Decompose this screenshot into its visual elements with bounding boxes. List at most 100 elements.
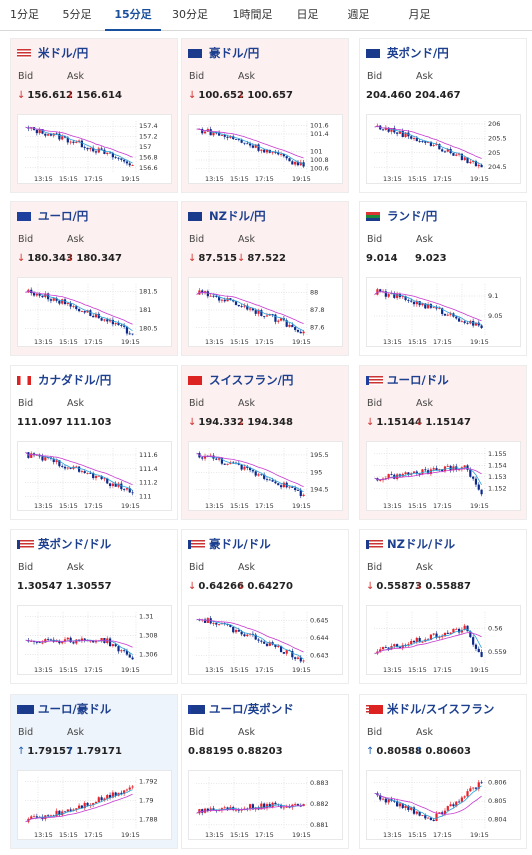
ma-slow-line — [374, 125, 482, 159]
bid-value: 9.014 — [366, 253, 398, 264]
currency-card[interactable]: ユーロ/豪ドル Bid Ask ↑ 1.79157 ↑ 1.79171 1.792 1.79 1.… — [10, 694, 178, 849]
candle — [97, 313, 100, 319]
y-tick-label: 181 — [139, 306, 151, 314]
mini-chart[interactable]: 101.6 101.4 101 100.8 100.6 13:15 15:15 17:15 19… — [188, 114, 343, 184]
tab-5分足[interactable]: 5分足 — [62, 8, 92, 21]
mini-chart[interactable]: 1.31 1.308 1.306 13:15 15:15 17:15 19:15 — [17, 605, 172, 675]
candle — [128, 654, 131, 658]
pair-title-link[interactable]: カナダドル/円 — [17, 372, 111, 388]
candle — [131, 786, 134, 788]
mini-chart[interactable]: 206 205.5 205 204.5 13:15 15:15 17:15 19:15 — [366, 114, 521, 184]
pair-title-link[interactable]: ユーロ/円 — [17, 208, 88, 224]
candle — [435, 633, 438, 638]
tab-1時間足[interactable]: 1時間足 — [232, 8, 273, 21]
candle — [111, 319, 114, 325]
ask-value: ↓ 156.614 — [66, 90, 122, 101]
mini-chart[interactable]: 1.792 1.79 1.788 13:15 15:15 17:15 19:15 — [17, 770, 172, 840]
candle — [412, 807, 416, 814]
candle — [125, 161, 129, 164]
tab-30分足[interactable]: 30分足 — [172, 8, 208, 21]
pair-title-link[interactable]: ユーロ/豪ドル — [17, 701, 111, 717]
tab-1分足[interactable]: 1分足 — [10, 8, 39, 21]
candle — [77, 639, 81, 641]
candle — [69, 637, 72, 643]
candle — [69, 467, 72, 469]
candle — [123, 159, 126, 162]
pair-title-link[interactable]: 豪ドル/ドル — [188, 536, 271, 552]
pair-title-link[interactable]: 米ドル/スイスフラン — [366, 701, 494, 717]
candle — [92, 640, 95, 643]
mini-chart[interactable]: 195.5 195 194.5 13:15 15:15 17:15 19:15 — [188, 441, 343, 511]
tab-月足[interactable]: 月足 — [408, 8, 431, 21]
mini-chart[interactable]: 0.645 0.644 0.643 13:15 15:15 17:15 19:15 — [188, 605, 343, 675]
y-tick-label: 111.2 — [139, 479, 158, 487]
pair-title-link[interactable]: ランド/円 — [366, 208, 437, 224]
candle — [117, 483, 120, 487]
bid-label: Bid — [189, 562, 205, 573]
mini-chart[interactable]: 157.4 157.2 157 156.8 156.6 13:15 15:15 17:15 19… — [17, 114, 172, 184]
candle — [379, 289, 382, 292]
ma-slow-line — [25, 639, 133, 648]
candle — [291, 650, 294, 658]
bid-value: ↓ 100.652 — [188, 90, 244, 101]
candle — [446, 148, 449, 152]
x-tick-label: 19:15 — [121, 175, 140, 183]
mini-chart[interactable]: 181.5 181 180.5 13:15 15:15 17:15 19:15 — [17, 277, 172, 347]
ask-label: Ask — [67, 562, 84, 573]
currency-card[interactable]: ユーロ/円 Bid Ask ↓ 180.343 ↓ 180.347 181.5 181 180.5… — [10, 201, 178, 356]
candle — [435, 307, 438, 309]
candle — [58, 810, 61, 816]
candle — [271, 314, 274, 315]
pair-title-link[interactable]: ユーロ/ドル — [366, 372, 449, 388]
mini-chart[interactable]: 9.1 9.05 13:15 15:15 17:15 19:15 — [366, 277, 521, 347]
candle — [390, 128, 393, 132]
pair-title-link[interactable]: スイスフラン/円 — [188, 372, 293, 388]
currency-card[interactable]: NZドル/ドル Bid Ask ↓ 0.55873 ↓ 0.55887 0.56 0.559 13… — [359, 529, 527, 684]
currency-card[interactable]: 豪ドル/ドル Bid Ask ↓ 0.64266 ↓ 0.64270 0.645 0.644 0.… — [181, 529, 349, 684]
currency-card[interactable]: NZドル/円 Bid Ask ↓ 87.515 ↓ 87.522 88 87.8 87.6 13:1… — [181, 201, 349, 356]
pair-title-link[interactable]: ユーロ/英ポンド — [188, 701, 294, 717]
currency-card[interactable]: ユーロ/英ポンド Bid Ask 0.88195 0.88203 0.883 0.882 0.… — [181, 694, 349, 849]
y-tick-label: 0.882 — [310, 800, 329, 808]
mini-chart[interactable]: 88 87.8 87.6 13:15 15:15 17:15 19:15 — [188, 277, 343, 347]
candle — [30, 453, 33, 458]
pair-title-link[interactable]: 米ドル/円 — [17, 45, 88, 61]
currency-card[interactable]: 英ポンド/ドル Bid Ask 1.30547 1.30557 1.31 1.308 1.30… — [10, 529, 178, 684]
x-tick-label: 17:15 — [433, 502, 452, 510]
currency-card[interactable]: 米ドル/スイスフラン Bid Ask ↑ 0.80588 ↑ 0.80603 0.806 0.8… — [359, 694, 527, 849]
candle — [114, 157, 117, 159]
tab-週足[interactable]: 週足 — [347, 8, 370, 21]
candle — [265, 478, 269, 480]
tab-15分足[interactable]: 15分足 — [105, 0, 161, 31]
currency-card[interactable]: 米ドル/円 Bid Ask ↓ 156.612 ↓ 156.614 157.4 157.2 157… — [10, 38, 178, 193]
arrow-down-icon: ↓ — [17, 253, 26, 264]
pair-title-link[interactable]: 豪ドル/円 — [188, 45, 259, 61]
currency-card[interactable]: ユーロ/ドル Bid Ask ↓ 1.15144 ↓ 1.15147 1.155 1.154 1.… — [359, 365, 527, 520]
pair-title-link[interactable]: NZドル/円 — [188, 208, 266, 224]
currency-card[interactable]: 豪ドル/円 Bid Ask ↓ 100.652 ↓ 100.657 101.6 101.4 101… — [181, 38, 349, 193]
mini-chart[interactable]: 0.806 0.805 0.804 13:15 15:15 17:15 19:15 — [366, 770, 521, 840]
candle — [80, 140, 84, 148]
pair-title-link[interactable]: 英ポンド/ドル — [17, 536, 111, 552]
candle — [441, 149, 444, 152]
currency-card[interactable]: スイスフラン/円 Bid Ask ↓ 194.332 ↓ 194.348 195.5 195 19… — [181, 365, 349, 520]
currency-card[interactable]: カナダドル/円 Bid Ask 111.097 111.103 111.6 111.4 111… — [10, 365, 178, 520]
candle — [251, 145, 255, 148]
candle — [55, 460, 58, 463]
pair-title-link[interactable]: 英ポンド/円 — [366, 45, 449, 61]
currency-card[interactable]: ランド/円 Bid Ask 9.014 9.023 9.1 9.05 13:15 15:15 17… — [359, 201, 527, 356]
mini-chart[interactable]: 111.6 111.4 111.2 111 13:15 15:15 17:15 19:15 — [17, 441, 172, 511]
candle — [83, 638, 86, 640]
candle — [432, 307, 435, 309]
mini-chart[interactable]: 0.56 0.559 13:15 15:15 17:15 19:15 — [366, 605, 521, 675]
tab-日足[interactable]: 日足 — [296, 8, 319, 21]
mini-chart[interactable]: 0.883 0.882 0.881 13:15 15:15 17:15 19:15 — [188, 770, 343, 840]
x-tick-label: 13:15 — [383, 338, 402, 346]
mini-chart[interactable]: 1.155 1.154 1.153 1.152 13:15 15:15 17:15 19:15 — [366, 441, 521, 511]
candle — [396, 474, 399, 479]
candle — [30, 641, 33, 642]
candle — [421, 469, 424, 475]
currency-card[interactable]: 英ポンド/円 Bid Ask 204.460 204.467 206 205.5 205 204… — [359, 38, 527, 193]
pair-title-link[interactable]: NZドル/ドル — [366, 536, 455, 552]
